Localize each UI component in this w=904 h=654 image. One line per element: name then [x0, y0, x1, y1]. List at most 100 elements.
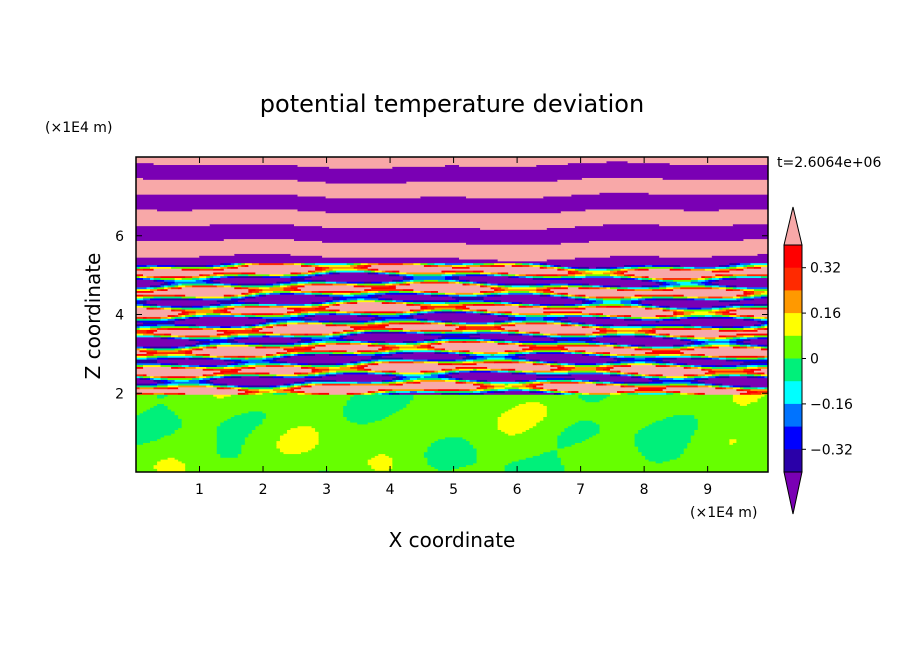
contour-cell — [536, 379, 548, 382]
contour-cell — [374, 321, 383, 325]
contour-cell — [304, 383, 309, 386]
contour-cell — [574, 295, 583, 299]
contour-cell — [578, 349, 587, 353]
contour-cell — [136, 421, 183, 425]
contour-cell — [220, 421, 263, 425]
contour-cell — [423, 371, 432, 375]
contour-cell — [437, 468, 453, 471]
contour-cell — [139, 347, 148, 351]
contour-cell — [230, 334, 239, 338]
contour-cell — [666, 307, 671, 310]
contour-cell — [136, 279, 155, 282]
contour-cell — [757, 375, 766, 379]
contour-cell — [139, 412, 176, 416]
contour-cell — [462, 362, 478, 366]
contour-cell — [753, 323, 759, 327]
contour-cell — [227, 336, 235, 340]
contour-cell — [606, 331, 618, 334]
contour-cell — [736, 440, 768, 443]
contour-cell — [322, 270, 327, 273]
contour-cell — [694, 377, 702, 380]
contour-cell — [536, 283, 551, 286]
contour-cell — [571, 390, 579, 393]
contour-cell — [753, 266, 762, 269]
contour-cell — [715, 310, 723, 314]
contour-cell — [279, 292, 295, 295]
contour-cell — [381, 321, 390, 325]
contour-cell — [711, 270, 730, 273]
contour-cell — [181, 305, 193, 308]
contour-cell — [318, 273, 323, 277]
contour-cell — [638, 299, 643, 303]
contour-cell — [617, 370, 622, 373]
contour-cell — [532, 360, 537, 364]
contour-cell — [536, 362, 544, 366]
contour-cell — [736, 340, 745, 343]
contour-cell — [455, 381, 464, 384]
contour-cell — [599, 329, 608, 332]
contour-cell — [715, 364, 723, 367]
contour-cell — [606, 360, 615, 364]
contour-cell — [627, 362, 653, 366]
contour-cell — [258, 301, 313, 304]
contour-cell — [283, 281, 292, 284]
contour-cell — [480, 340, 488, 343]
contour-cell — [480, 308, 488, 312]
contour-cell — [515, 433, 562, 436]
contour-cell — [150, 407, 169, 410]
contour-cell — [136, 340, 200, 343]
contour-cell — [764, 344, 768, 347]
contour-cell — [652, 349, 681, 353]
contour-cell — [199, 255, 323, 258]
contour-cell — [251, 329, 260, 332]
contour-cell — [318, 368, 330, 371]
contour-cell — [659, 333, 667, 336]
contour-cell — [529, 346, 565, 349]
contour-cell — [258, 262, 285, 266]
contour-cell — [367, 320, 376, 323]
contour-cell — [423, 290, 432, 293]
contour-cell — [269, 321, 278, 325]
contour-cell — [441, 351, 450, 355]
contour-cell — [325, 210, 562, 214]
contour-cell — [518, 459, 562, 462]
contour-cell — [673, 312, 678, 316]
contour-cell — [136, 462, 158, 466]
contour-cell — [216, 355, 225, 358]
contour-cell — [181, 268, 200, 271]
contour-cell — [652, 347, 681, 351]
contour-cell — [560, 294, 565, 297]
contour-cell — [420, 305, 429, 308]
contour-cell — [602, 284, 611, 288]
contour-cell — [480, 312, 488, 316]
contour-cell — [553, 360, 558, 364]
contour-cell — [283, 323, 288, 327]
contour-cell — [631, 266, 639, 269]
contour-cell — [476, 449, 551, 453]
contour-cell — [550, 334, 562, 338]
contour-cell — [452, 468, 506, 471]
contour-cell — [248, 294, 253, 297]
contour-cell — [167, 357, 186, 360]
contour-cell — [617, 353, 632, 356]
contour-cell — [160, 307, 165, 310]
contour-cell — [332, 268, 358, 271]
contour-cell — [574, 275, 587, 279]
contour-cell — [329, 371, 337, 375]
contour-cell — [308, 310, 320, 314]
contour-cell — [346, 349, 358, 353]
contour-cell — [146, 329, 158, 332]
contour-cell — [381, 351, 390, 355]
contour-cell — [690, 434, 768, 438]
contour-cell — [378, 323, 390, 327]
contour-cell — [631, 353, 636, 356]
contour-cell — [248, 333, 267, 336]
contour-cell — [476, 455, 534, 458]
contour-cell — [364, 362, 369, 366]
contour-cell — [241, 446, 278, 449]
contour-cell — [532, 342, 558, 345]
contour-cell — [258, 321, 263, 325]
contour-cell — [392, 412, 502, 416]
contour-cell — [164, 392, 179, 395]
contour-cell — [620, 357, 636, 360]
